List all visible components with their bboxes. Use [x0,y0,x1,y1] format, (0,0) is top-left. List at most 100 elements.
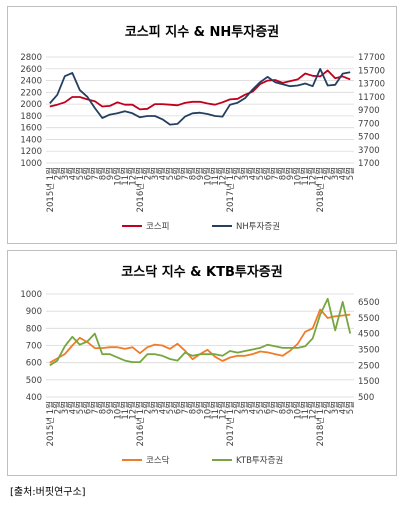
y-left-tick-label: 2600 [20,65,42,75]
x-tick-label: 8월 [97,167,108,180]
x-tick-label: 8월 [187,401,198,414]
y-left-tick-label: 800 [26,324,42,334]
series-line-2 [49,68,351,126]
x-tick-label: 9월 [105,167,116,180]
y-left-tick-label: 700 [26,342,42,352]
legend-label: 코스피 [146,222,169,232]
chart-panel-kosdaq: 코스닥 지수 & KTB투자증권 400 500 600 700 800 900 1000 5… [7,250,397,476]
y-right-tick-label: 500 [358,393,374,403]
x-tick-label: 2015년 1월 [45,401,56,446]
x-tick-label: 11월 [300,167,311,186]
source-note: [출처:버핏연구소] [10,487,86,498]
x-tick-label: 2월 [233,167,244,180]
x-tick-label: 2015년 1월 [45,167,56,212]
chart-title: 코스피 지수 & NH투자증권 [124,25,280,40]
y-right-tick-label: 6500 [358,298,380,308]
x-tick-label: 10월 [293,401,304,420]
x-tick-label: 9월 [285,401,296,414]
x-tick-label: 10월 [112,401,123,420]
x-tick-label: 7월 [180,401,191,414]
y-left-tick-label: 1800 [20,112,42,122]
x-tick-label: 7월 [270,167,281,180]
x-tick-label: 10월 [203,401,214,420]
x-tick-label: 7월 [90,167,101,180]
x-tick-label: 3월 [240,401,251,414]
x-tick-label: 2016년 1월 [135,167,146,212]
y-left-tick-label: 2200 [20,88,42,98]
legend-label: NH투자증권 [236,221,280,232]
legend-label: KTB투자증권 [236,455,283,466]
chart-title: 코스닥 지수 & KTB투자증권 [121,265,283,280]
y-right-tick-label: 2500 [358,361,380,371]
x-tick-label: 5월 [255,167,266,180]
x-tick-label: 2월 [142,401,153,414]
x-tick-label: 6월 [263,167,274,180]
x-tick-label: 4월 [67,167,78,180]
x-tick-label: 6월 [263,401,274,414]
x-tick-label: 5월 [345,167,356,180]
series-line-1 [49,69,351,111]
y-left-tick-label: 1400 [20,135,42,145]
x-tick-label: 4월 [338,167,349,180]
x-tick-label: 11월 [210,401,221,420]
x-tick-label: 8월 [278,401,289,414]
x-tick-label: 9월 [195,167,206,180]
x-tick-label: 2월 [323,167,334,180]
legend-label: 코스닥 [146,455,170,466]
x-tick-label: 7월 [270,401,281,414]
x-tick-label: 3월 [240,167,251,180]
x-tick-label: 3월 [330,401,341,414]
x-tick-label: 9월 [285,167,296,180]
y-left-tick-label: 400 [26,393,42,403]
y-right-tick-label: 11700 [358,93,385,103]
y-right-tick-label: 5700 [358,133,380,143]
x-tick-label: 2017년 1월 [225,401,236,446]
x-tick-label: 11월 [210,167,221,186]
x-tick-label: 8월 [278,167,289,180]
x-tick-label: 5월 [345,401,356,414]
y-left-tick-label: 500 [26,376,42,386]
x-tick-label: 12월 [308,401,319,420]
x-tick-label: 2018년 1월 [315,401,326,446]
x-tick-label: 2월 [142,167,153,180]
x-tick-label: 5월 [75,401,86,414]
x-tick-label: 9월 [195,401,206,414]
x-tick-label: 2월 [52,167,63,180]
x-tick-label: 6월 [172,167,183,180]
y-left-tick-label: 1200 [20,147,42,157]
x-tick-label: 2016년 1월 [135,401,146,446]
x-tick-label: 3월 [60,401,71,414]
y-right-tick-label: 13700 [358,80,385,90]
x-tick-label: 5월 [165,401,176,414]
x-tick-label: 7월 [180,167,191,180]
x-tick-label: 8월 [97,401,108,414]
x-tick-label: 5월 [255,401,266,414]
x-tick-label: 3월 [60,167,71,180]
x-tick-label: 3월 [330,167,341,180]
x-tick-label: 3월 [150,167,161,180]
x-tick-label: 4월 [338,401,349,414]
x-tick-label: 2월 [52,401,63,414]
x-tick-label: 12월 [127,401,138,420]
x-tick-label: 5월 [165,167,176,180]
x-tick-label: 6월 [172,401,183,414]
chart-panel-kospi: 코스피 지수 & NH투자증권 1000 1200 1400 1600 1800 2000… [7,6,397,244]
y-right-tick-label: 17700 [358,53,385,63]
x-tick-label: 4월 [248,401,259,414]
x-tick-label: 2월 [233,401,244,414]
x-tick-label: 11월 [300,401,311,420]
x-tick-label: 11월 [120,167,131,186]
x-tick-label: 4월 [248,167,259,180]
x-tick-label: 5월 [75,167,86,180]
y-right-tick-label: 3500 [358,345,380,355]
y-left-tick-label: 2800 [20,53,42,63]
x-tick-label: 7월 [90,401,101,414]
x-tick-label: 10월 [293,167,304,186]
y-right-tick-label: 1700 [358,159,380,169]
x-tick-label: 2017년 1월 [225,167,236,212]
x-tick-label: 2월 [323,401,334,414]
x-tick-label: 9월 [105,401,116,414]
x-tick-label: 4월 [157,401,168,414]
x-tick-label: 10월 [112,167,123,186]
